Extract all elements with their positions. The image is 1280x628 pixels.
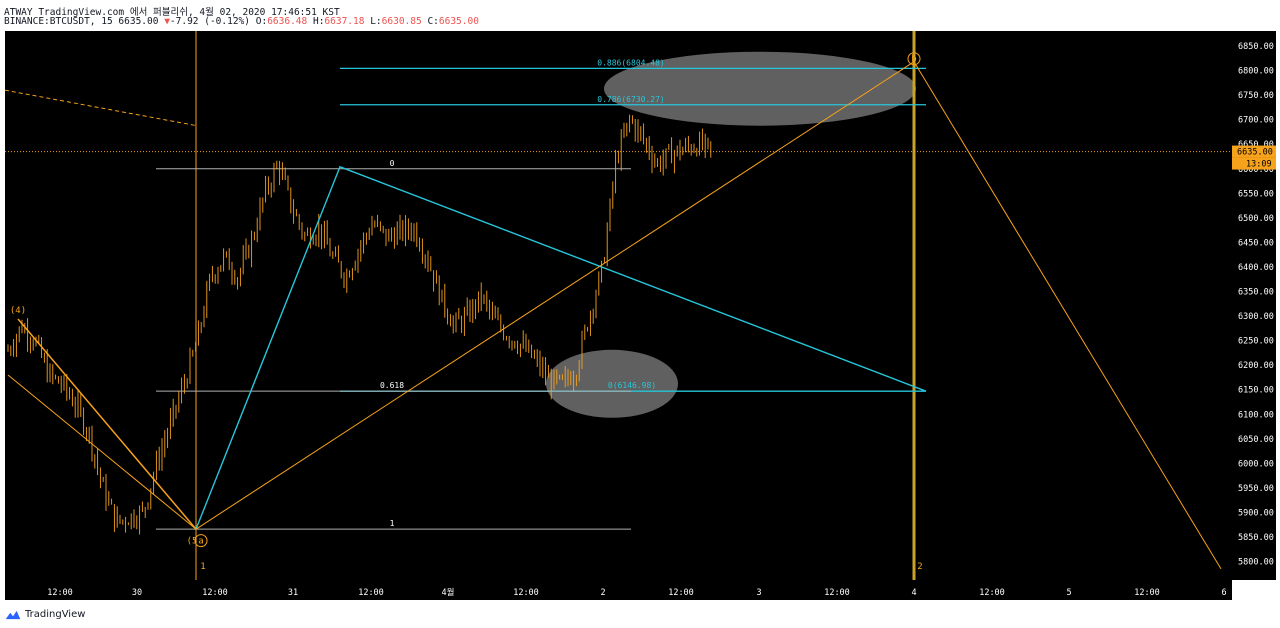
- x-tick-label: 4: [911, 588, 916, 598]
- y-tick-label: 6850.00: [1238, 42, 1274, 52]
- open-value: 6636.48: [267, 16, 308, 27]
- x-tick-label: 12:00: [47, 588, 73, 598]
- plot-area[interactable]: [5, 31, 1232, 580]
- y-tick-label: 6650.00: [1238, 140, 1274, 150]
- fib-level-label: 0.786(6730.27): [597, 95, 664, 104]
- x-tick-label: 12:00: [668, 588, 694, 598]
- x-tick-label: 12:00: [202, 588, 228, 598]
- x-tick-label: 12:00: [358, 588, 384, 598]
- wave-label: (4): [10, 306, 26, 316]
- y-tick-label: 6100.00: [1238, 410, 1274, 420]
- wave-label: a: [198, 537, 203, 547]
- symbol-info-bar: BINANCE:BTCUSDT, 15 6635.00 ▼-7.92 (-0.1…: [4, 16, 479, 27]
- x-tick-label: 4월: [442, 587, 455, 598]
- fib-grey-level-label: 0: [390, 159, 395, 168]
- wave-projection-line: [195, 61, 915, 530]
- y-tick-label: 6450.00: [1238, 238, 1274, 248]
- x-tick-label: 3: [756, 588, 761, 598]
- y-tick-label: 6550.00: [1238, 189, 1274, 199]
- footer: TradingView: [4, 609, 85, 620]
- high-label: H:: [312, 16, 325, 27]
- x-tick-label: 12:00: [513, 588, 539, 598]
- wave-label: 1: [200, 562, 205, 572]
- time-axis[interactable]: [5, 580, 1232, 600]
- y-tick-label: 6000.00: [1238, 459, 1274, 469]
- y-tick-label: 6400.00: [1238, 263, 1274, 273]
- wave-label: b: [911, 55, 916, 65]
- cyan-trend-line: [195, 165, 927, 530]
- x-tick-label: 6: [1221, 588, 1226, 598]
- symbol-name: BINANCE:BTCUSDT, 15: [4, 16, 113, 27]
- high-value: 6637.18: [324, 16, 365, 27]
- y-tick-label: 6200.00: [1238, 361, 1274, 371]
- open-label: O:: [255, 16, 268, 27]
- y-tick-label: 5850.00: [1238, 533, 1274, 543]
- fib-level-label: 0(6146.98): [608, 381, 656, 390]
- wave-label: (5: [187, 537, 198, 547]
- fib-grey-level-label: 1: [390, 519, 395, 528]
- y-tick-label: 5950.00: [1238, 484, 1274, 494]
- y-tick-label: 6600.00: [1238, 165, 1274, 175]
- tradingview-logo-icon: [5, 610, 21, 619]
- publish-info: ATWAY TradingView.com 에서 퍼블리쉬, 4월 02, 20…: [4, 7, 340, 18]
- candles: [7, 114, 712, 535]
- x-tick-label: 5: [1066, 588, 1071, 598]
- low-label: L:: [370, 16, 382, 27]
- x-tick-label: 12:00: [979, 588, 1005, 598]
- wave-label: 2: [917, 562, 922, 572]
- fib-grey-level-label: 0.618: [380, 381, 404, 390]
- low-value: 6630.85: [381, 16, 422, 27]
- target-zone-ellipse: [604, 51, 916, 126]
- y-tick-label: 6250.00: [1238, 337, 1274, 347]
- close-label: C:: [427, 16, 439, 27]
- y-tick-label: 6500.00: [1238, 214, 1274, 224]
- last-price: 6635.00: [118, 16, 159, 27]
- y-tick-label: 6700.00: [1238, 116, 1274, 126]
- close-value: 6635.00: [438, 16, 479, 27]
- y-tick-label: 6300.00: [1238, 312, 1274, 322]
- wave-4-5-line: [17, 318, 197, 530]
- wave-circle-marker: [907, 52, 921, 66]
- y-tick-label: 6750.00: [1238, 91, 1274, 101]
- price-change: -7.92 (-0.12%): [169, 16, 250, 27]
- y-tick-label: 6050.00: [1238, 435, 1274, 445]
- dashed-trend-line: [4, 89, 197, 127]
- y-tick-label: 6800.00: [1238, 67, 1274, 77]
- wave-projection-line: [913, 61, 1222, 570]
- countdown-tag: [1232, 157, 1276, 170]
- x-tick-label: 2: [600, 588, 605, 598]
- y-tick-label: 6350.00: [1238, 288, 1274, 298]
- change-down-icon: ▼: [164, 16, 170, 27]
- y-tick-label: 6150.00: [1238, 386, 1274, 396]
- price-axis[interactable]: [1232, 31, 1276, 580]
- brand-name: TradingView: [25, 609, 86, 620]
- x-tick-label: 12:00: [1134, 588, 1160, 598]
- y-tick-label: 5800.00: [1238, 558, 1274, 568]
- wave-circle-marker: [194, 534, 208, 548]
- fib-level-label: 0.886(6804.48): [597, 58, 664, 67]
- wave-channel-line: [7, 374, 197, 530]
- x-tick-label: 12:00: [824, 588, 850, 598]
- current-price-tag: [1232, 145, 1276, 158]
- current-price-tag-label: 6635.00: [1237, 148, 1273, 158]
- x-tick-label: 31: [288, 588, 298, 598]
- x-tick-label: 30: [132, 588, 142, 598]
- y-tick-label: 5900.00: [1238, 508, 1274, 518]
- countdown-tag-label: 13:09: [1246, 160, 1272, 170]
